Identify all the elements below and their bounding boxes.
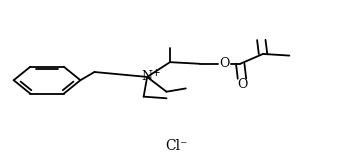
Text: O: O <box>219 57 230 70</box>
Text: Cl⁻: Cl⁻ <box>166 139 188 153</box>
Text: O: O <box>237 78 247 91</box>
Text: +: + <box>152 68 160 78</box>
Text: N: N <box>142 70 153 84</box>
